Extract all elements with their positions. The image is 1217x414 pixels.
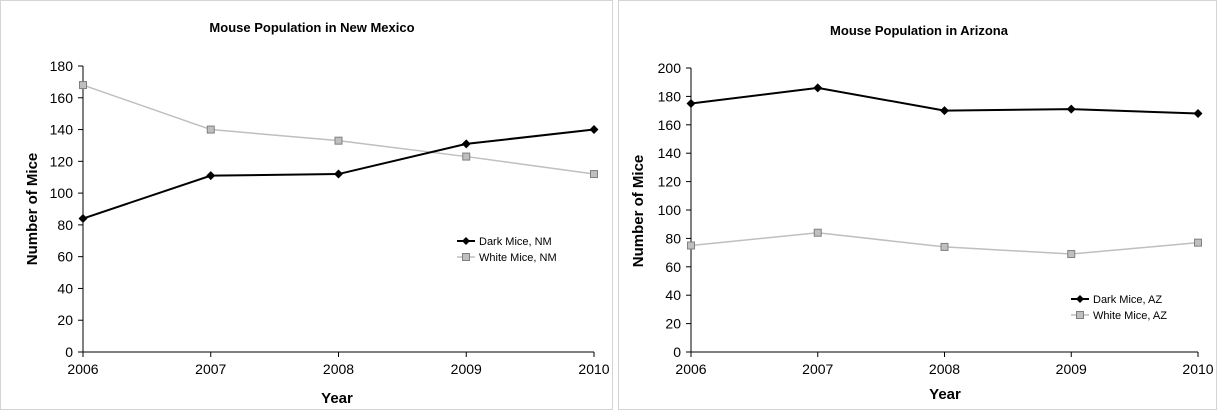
data-point <box>590 170 598 179</box>
y-tick-label: 120 <box>658 174 682 190</box>
data-point <box>206 125 215 134</box>
data-point <box>206 171 216 181</box>
y-tick-label: 180 <box>658 88 682 104</box>
data-point <box>687 241 695 250</box>
x-tick-label: 2010 <box>578 361 609 377</box>
chart-new-mexico: Mouse Population in New Mexico Year Numb… <box>0 0 613 410</box>
y-tick-label: 140 <box>658 145 682 161</box>
y-axis-label: Number of Mice <box>24 153 41 266</box>
legend-marker <box>1076 311 1084 319</box>
series-line <box>82 84 595 175</box>
y-tick-label: 200 <box>658 60 682 76</box>
chart-svg-new-mexico: Mouse Population in New Mexico Year Numb… <box>24 20 610 407</box>
data-point <box>79 81 87 90</box>
data-point <box>1194 238 1202 247</box>
y-tick-label: 80 <box>665 230 681 246</box>
x-tick-label: 2008 <box>323 361 354 377</box>
x-tick-label: 2010 <box>1182 361 1213 377</box>
data-point <box>78 214 88 224</box>
data-point <box>813 83 823 93</box>
chart-title: Mouse Population in Arizona <box>830 23 1009 38</box>
y-tick-label: 80 <box>57 217 73 233</box>
legend-label: White Mice, NM <box>479 252 557 264</box>
x-tick-label: 2006 <box>67 361 98 377</box>
data-point <box>461 139 471 149</box>
y-tick-label: 140 <box>50 122 74 138</box>
y-tick-label: 60 <box>665 259 681 275</box>
y-tick-label: 100 <box>658 202 682 218</box>
y-tick-label: 20 <box>665 316 681 332</box>
data-point <box>462 152 471 161</box>
data-point <box>1066 104 1076 114</box>
y-tick-label: 20 <box>57 312 73 328</box>
legend-label: Dark Mice, AZ <box>1093 294 1162 306</box>
y-tick-label: 160 <box>658 117 682 133</box>
chart-svg-arizona: Mouse Population in Arizona Year Number … <box>630 23 1214 403</box>
legend-label: White Mice, AZ <box>1093 310 1167 322</box>
x-tick-label: 2007 <box>802 361 833 377</box>
data-point <box>813 228 822 237</box>
data-point <box>940 242 949 251</box>
legend-marker <box>462 237 470 245</box>
data-point <box>589 125 599 135</box>
x-tick-label: 2007 <box>195 361 226 377</box>
x-tick-label: 2009 <box>451 361 482 377</box>
y-tick-label: 120 <box>50 153 74 169</box>
x-tick-label: 2008 <box>929 361 960 377</box>
legend-marker <box>1076 295 1084 303</box>
y-tick-label: 180 <box>50 58 74 74</box>
chart-title: Mouse Population in New Mexico <box>209 20 414 35</box>
y-axis-label: Number of Mice <box>630 155 647 268</box>
data-point <box>334 136 343 145</box>
data-point <box>1067 250 1076 259</box>
data-point <box>334 169 343 179</box>
chart-arizona: Mouse Population in Arizona Year Number … <box>618 0 1217 410</box>
x-axis-label: Year <box>929 386 961 403</box>
y-tick-label: 0 <box>65 344 73 360</box>
y-tick-label: 40 <box>665 287 681 303</box>
y-tick-label: 0 <box>673 344 681 360</box>
data-point <box>940 106 949 116</box>
y-tick-label: 160 <box>50 90 74 106</box>
y-tick-label: 60 <box>57 249 73 265</box>
x-tick-label: 2009 <box>1056 361 1087 377</box>
legend-marker <box>462 253 470 261</box>
y-tick-label: 40 <box>57 280 73 296</box>
y-tick-label: 100 <box>50 185 74 201</box>
legend-label: Dark Mice, NM <box>479 236 552 248</box>
data-point <box>686 99 696 108</box>
x-tick-label: 2006 <box>675 361 706 377</box>
data-point <box>1193 108 1203 118</box>
x-axis-label: Year <box>321 390 353 407</box>
